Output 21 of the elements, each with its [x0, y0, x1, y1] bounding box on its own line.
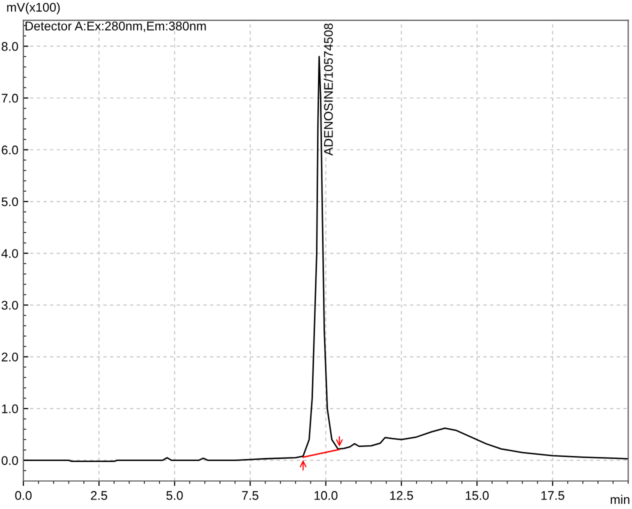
x-tick-label: 0.0	[15, 491, 32, 500]
x-tick-label: 2.5	[90, 491, 108, 500]
x-tick-label: 15.0	[466, 491, 489, 500]
y-tick-label: 0.0	[2, 456, 18, 465]
annotation: Detector A:Ex:280nm,Em:380nm	[26, 22, 206, 32]
y-axis-title: mV(x100)	[7, 2, 60, 14]
y-tick-label: 3.0	[2, 300, 18, 310]
x-tick-label: 12.5	[390, 491, 414, 500]
y-tick-label: 1.0	[2, 404, 18, 414]
x-tick-label: 17.5	[541, 491, 564, 500]
x-tick-label: 5.0	[166, 491, 183, 500]
y-tick-label: 6.0	[2, 146, 18, 154]
y-tick-label: 2.0	[2, 352, 18, 362]
y-tick-label: 8.0	[2, 42, 18, 51]
y-tick-label: 5.0	[2, 197, 18, 206]
x-tick-label: 10.0	[314, 491, 338, 500]
x-axis-title: min	[610, 494, 630, 504]
y-tick-label: 7.0	[2, 94, 18, 103]
x-tick-label: 7.5	[242, 491, 258, 500]
annotation: ADENOSINE/10574508	[324, 23, 333, 156]
y-tick-label: 4.0	[1, 249, 18, 258]
